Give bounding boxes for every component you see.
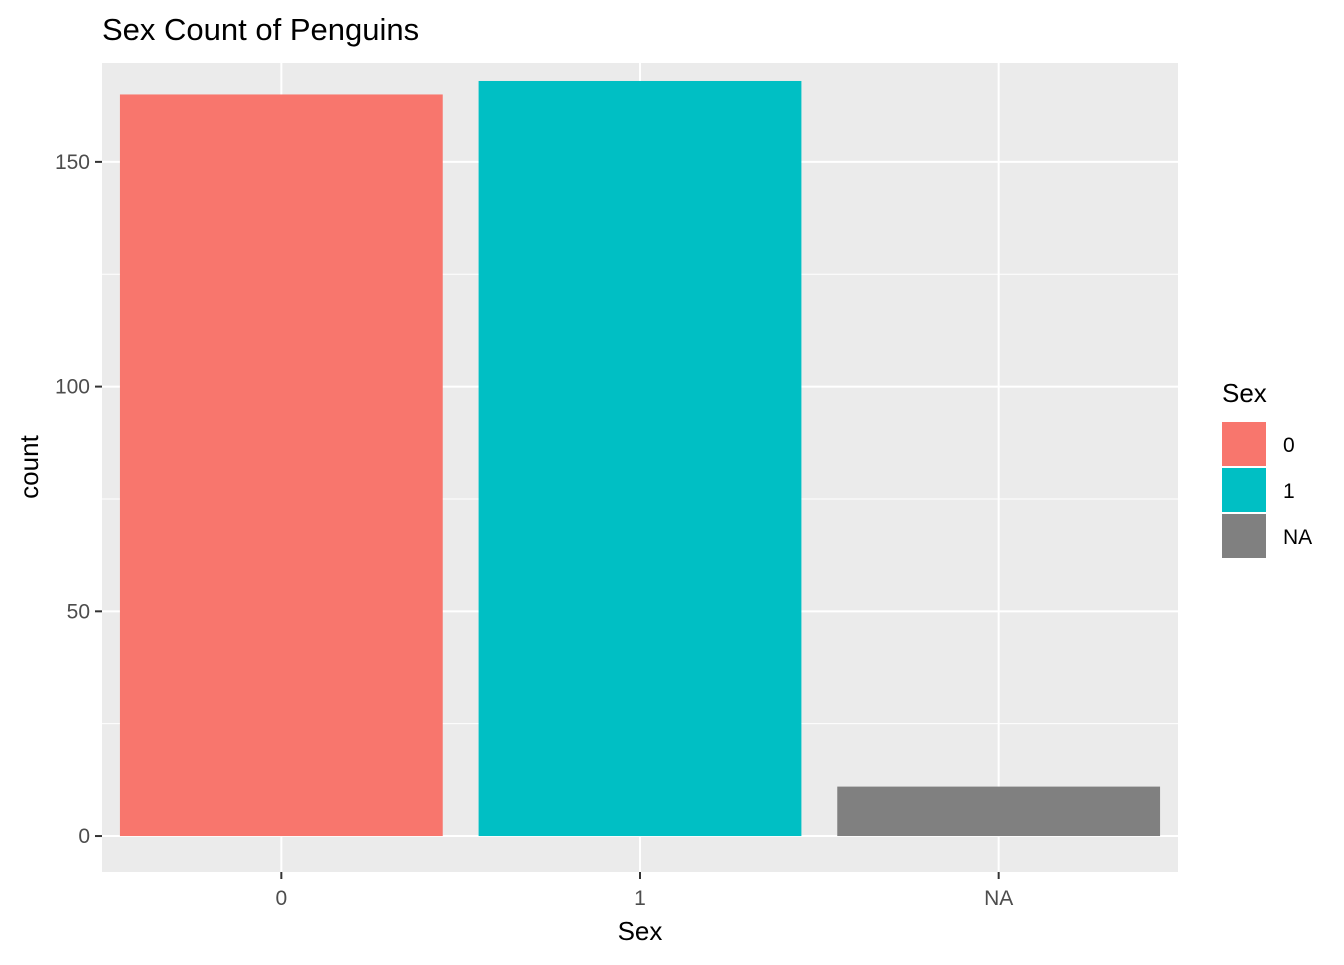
- chart-title: Sex Count of Penguins: [102, 12, 419, 47]
- y-tick-label: 50: [67, 600, 90, 623]
- legend-label-NA: NA: [1283, 526, 1312, 549]
- axes: 0 50 100 150 0 1 NA: [55, 151, 1013, 910]
- y-axis-title: count: [14, 434, 44, 498]
- x-tick-label: 0: [275, 887, 287, 910]
- legend-label-1: 1: [1283, 480, 1295, 503]
- y-tick-label: 150: [55, 151, 90, 174]
- x-axis-title: Sex: [618, 916, 663, 946]
- legend-key-0: [1222, 422, 1266, 466]
- y-tick-label: 100: [55, 376, 90, 399]
- legend-key-NA: [1222, 514, 1266, 558]
- bar-0: [119, 94, 443, 837]
- x-tick-label: NA: [984, 887, 1013, 910]
- legend-title: Sex: [1222, 378, 1267, 408]
- x-tick-label: 1: [634, 887, 646, 910]
- legend-label-0: 0: [1283, 434, 1295, 457]
- bars: [119, 80, 1161, 837]
- legend: Sex 0 1 NA: [1222, 378, 1312, 558]
- legend-key-1: [1222, 468, 1266, 512]
- bar-1: [478, 80, 802, 837]
- y-tick-label: 0: [78, 825, 90, 848]
- bar-NA: [837, 786, 1161, 837]
